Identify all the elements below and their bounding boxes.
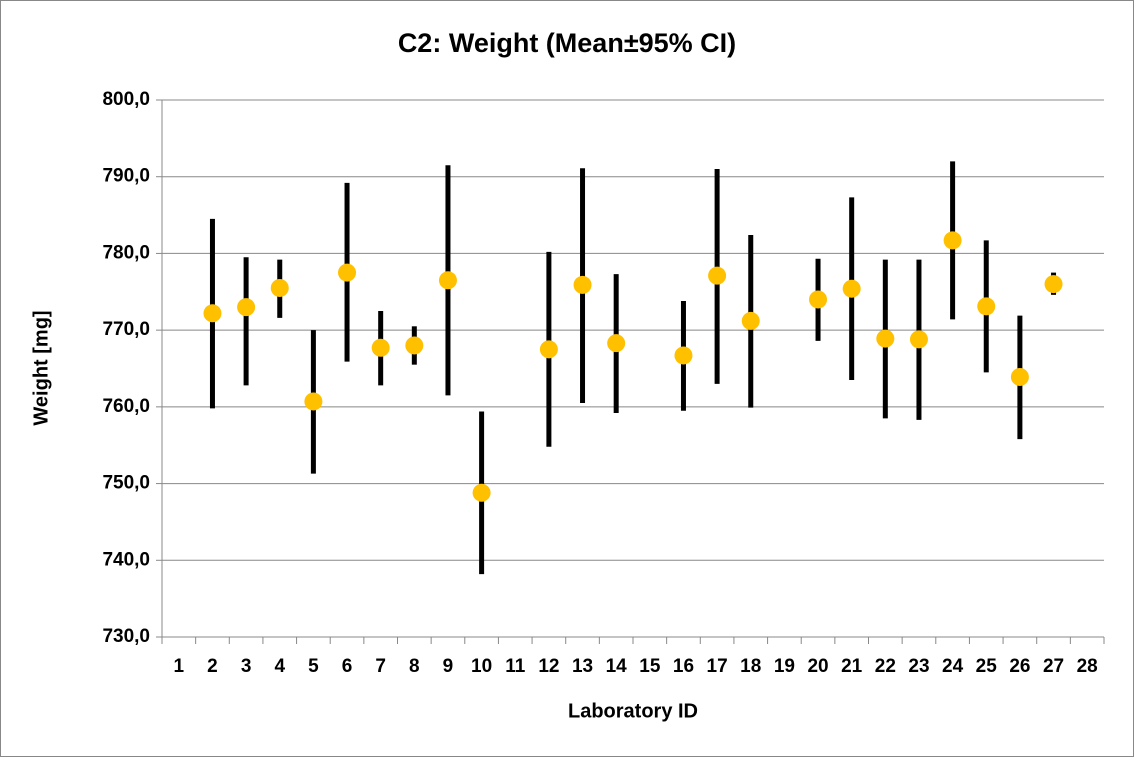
y-tick-label: 770,0 xyxy=(102,319,150,340)
x-tick-label: 9 xyxy=(443,656,454,677)
mean-point xyxy=(842,279,861,298)
y-tick-label: 740,0 xyxy=(102,549,150,570)
mean-point xyxy=(438,271,457,290)
chart-title: C2: Weight (Mean±95% CI) xyxy=(398,28,736,58)
mean-point xyxy=(405,336,424,355)
mean-point xyxy=(270,278,289,297)
mean-point xyxy=(1010,367,1029,386)
x-tick-label: 5 xyxy=(308,656,319,677)
x-tick-label: 28 xyxy=(1077,656,1098,677)
y-tick-label: 780,0 xyxy=(102,242,150,263)
x-tick-label: 16 xyxy=(673,656,694,677)
x-tick-label: 6 xyxy=(342,656,353,677)
x-tick-label: 22 xyxy=(875,656,896,677)
x-tick-label: 12 xyxy=(538,656,559,677)
y-tick-label: 800,0 xyxy=(102,89,150,110)
mean-point xyxy=(304,392,323,411)
x-tick-label: 13 xyxy=(572,656,593,677)
mean-point xyxy=(943,231,962,250)
x-tick-label: 24 xyxy=(942,656,964,677)
mean-point xyxy=(573,275,592,294)
x-tick-label: 19 xyxy=(774,656,795,677)
mean-point xyxy=(472,483,491,502)
x-tick-label: 4 xyxy=(274,656,285,677)
x-tick-label: 18 xyxy=(740,656,761,677)
x-tick-label: 3 xyxy=(241,656,252,677)
x-tick-label: 26 xyxy=(1009,656,1030,677)
mean-point xyxy=(674,346,693,365)
x-tick-label: 15 xyxy=(639,656,661,677)
x-tick-label: 17 xyxy=(707,656,728,677)
y-tick-label: 750,0 xyxy=(102,473,150,494)
x-tick-label: 25 xyxy=(976,656,998,677)
mean-point xyxy=(1044,275,1063,294)
x-tick-label: 20 xyxy=(807,656,828,677)
mean-point xyxy=(338,263,357,282)
mean-point xyxy=(809,290,828,309)
mean-point xyxy=(876,329,895,348)
y-tick-label: 730,0 xyxy=(102,626,150,647)
x-tick-label: 7 xyxy=(375,656,386,677)
mean-point xyxy=(607,334,626,353)
x-tick-label: 14 xyxy=(606,656,628,677)
mean-point xyxy=(741,311,760,330)
mean-point xyxy=(539,340,558,359)
x-tick-label: 8 xyxy=(409,656,420,677)
x-tick-label: 11 xyxy=(505,656,526,677)
mean-point xyxy=(237,298,256,317)
mean-point xyxy=(909,330,928,349)
y-axis-label: Weight [mg] xyxy=(30,310,52,425)
y-tick-label: 760,0 xyxy=(102,396,150,417)
y-tick-label: 790,0 xyxy=(102,166,150,187)
mean-point xyxy=(203,304,222,323)
mean-point xyxy=(977,297,996,316)
x-tick-label: 2 xyxy=(207,656,218,677)
x-tick-label: 27 xyxy=(1043,656,1064,677)
x-tick-label: 10 xyxy=(471,656,492,677)
x-tick-label: 1 xyxy=(174,656,185,677)
mean-point xyxy=(371,338,390,357)
x-tick-label: 23 xyxy=(908,656,929,677)
x-tick-label: 21 xyxy=(841,656,863,677)
x-axis-label: Laboratory ID xyxy=(568,700,698,722)
mean-point xyxy=(708,266,727,285)
